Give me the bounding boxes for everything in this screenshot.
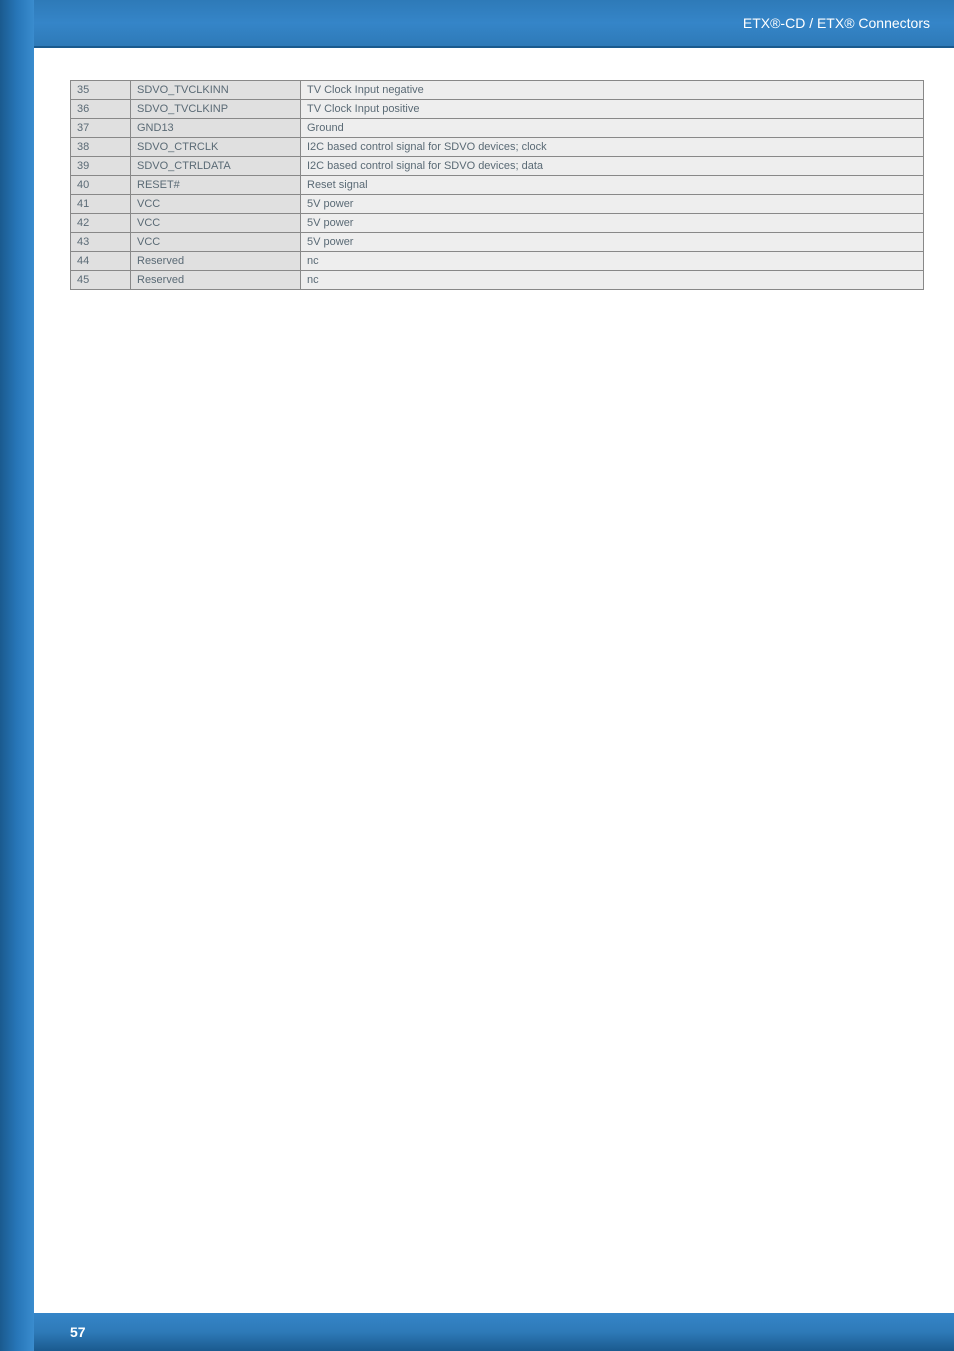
pin-cell: 40: [71, 176, 131, 195]
pin-cell: 35: [71, 81, 131, 100]
pin-cell: 44: [71, 252, 131, 271]
page-header: ETX®-CD / ETX® Connectors: [34, 0, 954, 48]
signal-cell: VCC: [131, 214, 301, 233]
pin-cell: 39: [71, 157, 131, 176]
signal-cell: VCC: [131, 233, 301, 252]
pin-cell: 43: [71, 233, 131, 252]
description-cell: I2C based control signal for SDVO device…: [301, 138, 924, 157]
pin-cell: 45: [71, 271, 131, 290]
table-row: 44Reservednc: [71, 252, 924, 271]
description-cell: 5V power: [301, 214, 924, 233]
table-row: 36SDVO_TVCLKINPTV Clock Input positive: [71, 100, 924, 119]
table-row: 35SDVO_TVCLKINNTV Clock Input negative: [71, 81, 924, 100]
signal-cell: SDVO_CTRCLK: [131, 138, 301, 157]
table-row: 39SDVO_CTRLDATAI2C based control signal …: [71, 157, 924, 176]
page-number: 57: [70, 1324, 86, 1340]
description-cell: I2C based control signal for SDVO device…: [301, 157, 924, 176]
pin-cell: 42: [71, 214, 131, 233]
table-row: 40RESET#Reset signal: [71, 176, 924, 195]
pin-cell: 36: [71, 100, 131, 119]
table-row: 43VCC5V power: [71, 233, 924, 252]
pin-cell: 38: [71, 138, 131, 157]
pin-cell: 37: [71, 119, 131, 138]
description-cell: TV Clock Input positive: [301, 100, 924, 119]
signal-cell: SDVO_TVCLKINP: [131, 100, 301, 119]
signal-cell: SDVO_CTRLDATA: [131, 157, 301, 176]
header-title: ETX®-CD / ETX® Connectors: [743, 15, 930, 31]
signal-cell: Reserved: [131, 252, 301, 271]
signal-cell: GND13: [131, 119, 301, 138]
left-sidebar: [0, 0, 34, 1351]
table-row: 45Reservednc: [71, 271, 924, 290]
description-cell: nc: [301, 252, 924, 271]
table-row: 42VCC5V power: [71, 214, 924, 233]
description-cell: Reset signal: [301, 176, 924, 195]
description-cell: TV Clock Input negative: [301, 81, 924, 100]
description-cell: 5V power: [301, 233, 924, 252]
description-cell: nc: [301, 271, 924, 290]
signal-cell: RESET#: [131, 176, 301, 195]
description-cell: 5V power: [301, 195, 924, 214]
signal-cell: SDVO_TVCLKINN: [131, 81, 301, 100]
description-cell: Ground: [301, 119, 924, 138]
page-footer: 57: [34, 1313, 954, 1351]
signal-cell: Reserved: [131, 271, 301, 290]
main-content: 35SDVO_TVCLKINNTV Clock Input negative36…: [70, 80, 924, 290]
signal-cell: VCC: [131, 195, 301, 214]
table-row: 41VCC5V power: [71, 195, 924, 214]
pin-cell: 41: [71, 195, 131, 214]
table-row: 38SDVO_CTRCLKI2C based control signal fo…: [71, 138, 924, 157]
connector-table: 35SDVO_TVCLKINNTV Clock Input negative36…: [70, 80, 924, 290]
table-row: 37GND13Ground: [71, 119, 924, 138]
